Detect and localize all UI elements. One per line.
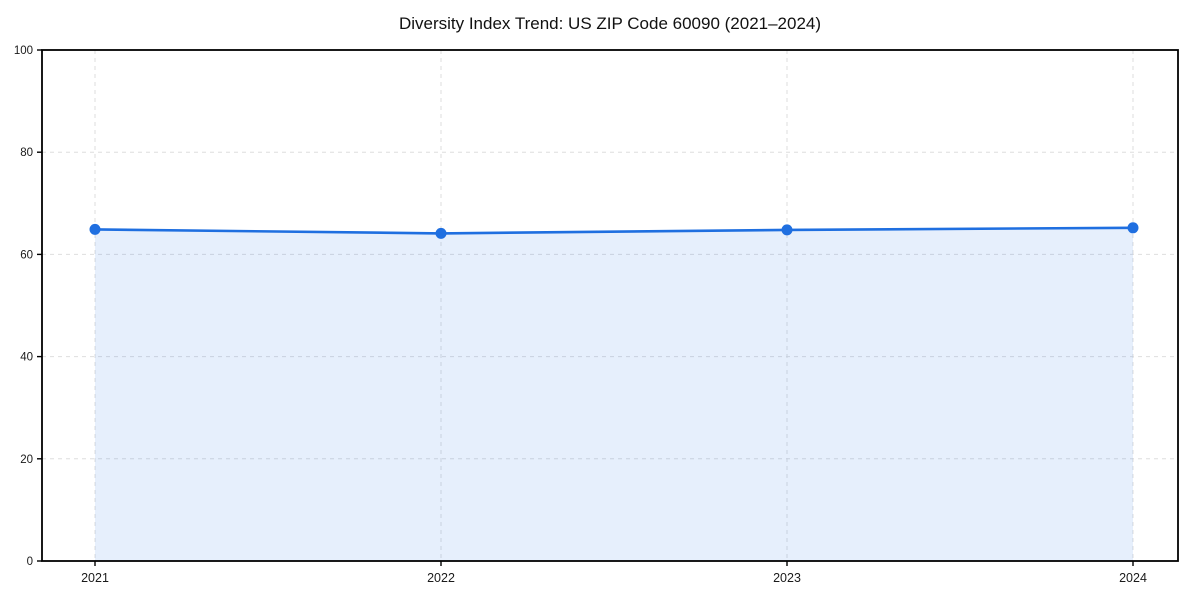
y-tick-label: 20: [20, 454, 33, 466]
axis-ticks: [37, 49, 1134, 566]
y-tick-label: 40: [20, 352, 33, 364]
data-point-markers: [89, 222, 1139, 239]
x-tick-label: 2022: [427, 571, 455, 585]
plot-box: [41, 49, 1179, 562]
area-fill: [95, 227, 1133, 562]
y-tick-label: 100: [14, 45, 33, 57]
y-tick-label: 80: [20, 147, 33, 159]
plot-box-spines: [41, 49, 1179, 562]
chart-title: Diversity Index Trend: US ZIP Code 60090…: [399, 14, 821, 33]
x-tick-label: 2023: [773, 571, 801, 585]
series-line: [93, 226, 1135, 235]
trend-line: [93, 226, 1135, 235]
data-point-marker: [781, 224, 793, 236]
data-point-marker: [1127, 222, 1139, 234]
axis-tick-labels: 0 20 40 60 80 100 2021 2022 2023 2024: [14, 45, 1147, 585]
data-point-marker: [89, 223, 101, 235]
series-area: [95, 227, 1133, 562]
y-tick-label: 60: [20, 249, 33, 261]
y-tick-label: 0: [27, 556, 33, 568]
x-tick-label: 2024: [1119, 571, 1147, 585]
data-point-marker: [435, 227, 447, 239]
x-tick-label: 2021: [81, 571, 109, 585]
